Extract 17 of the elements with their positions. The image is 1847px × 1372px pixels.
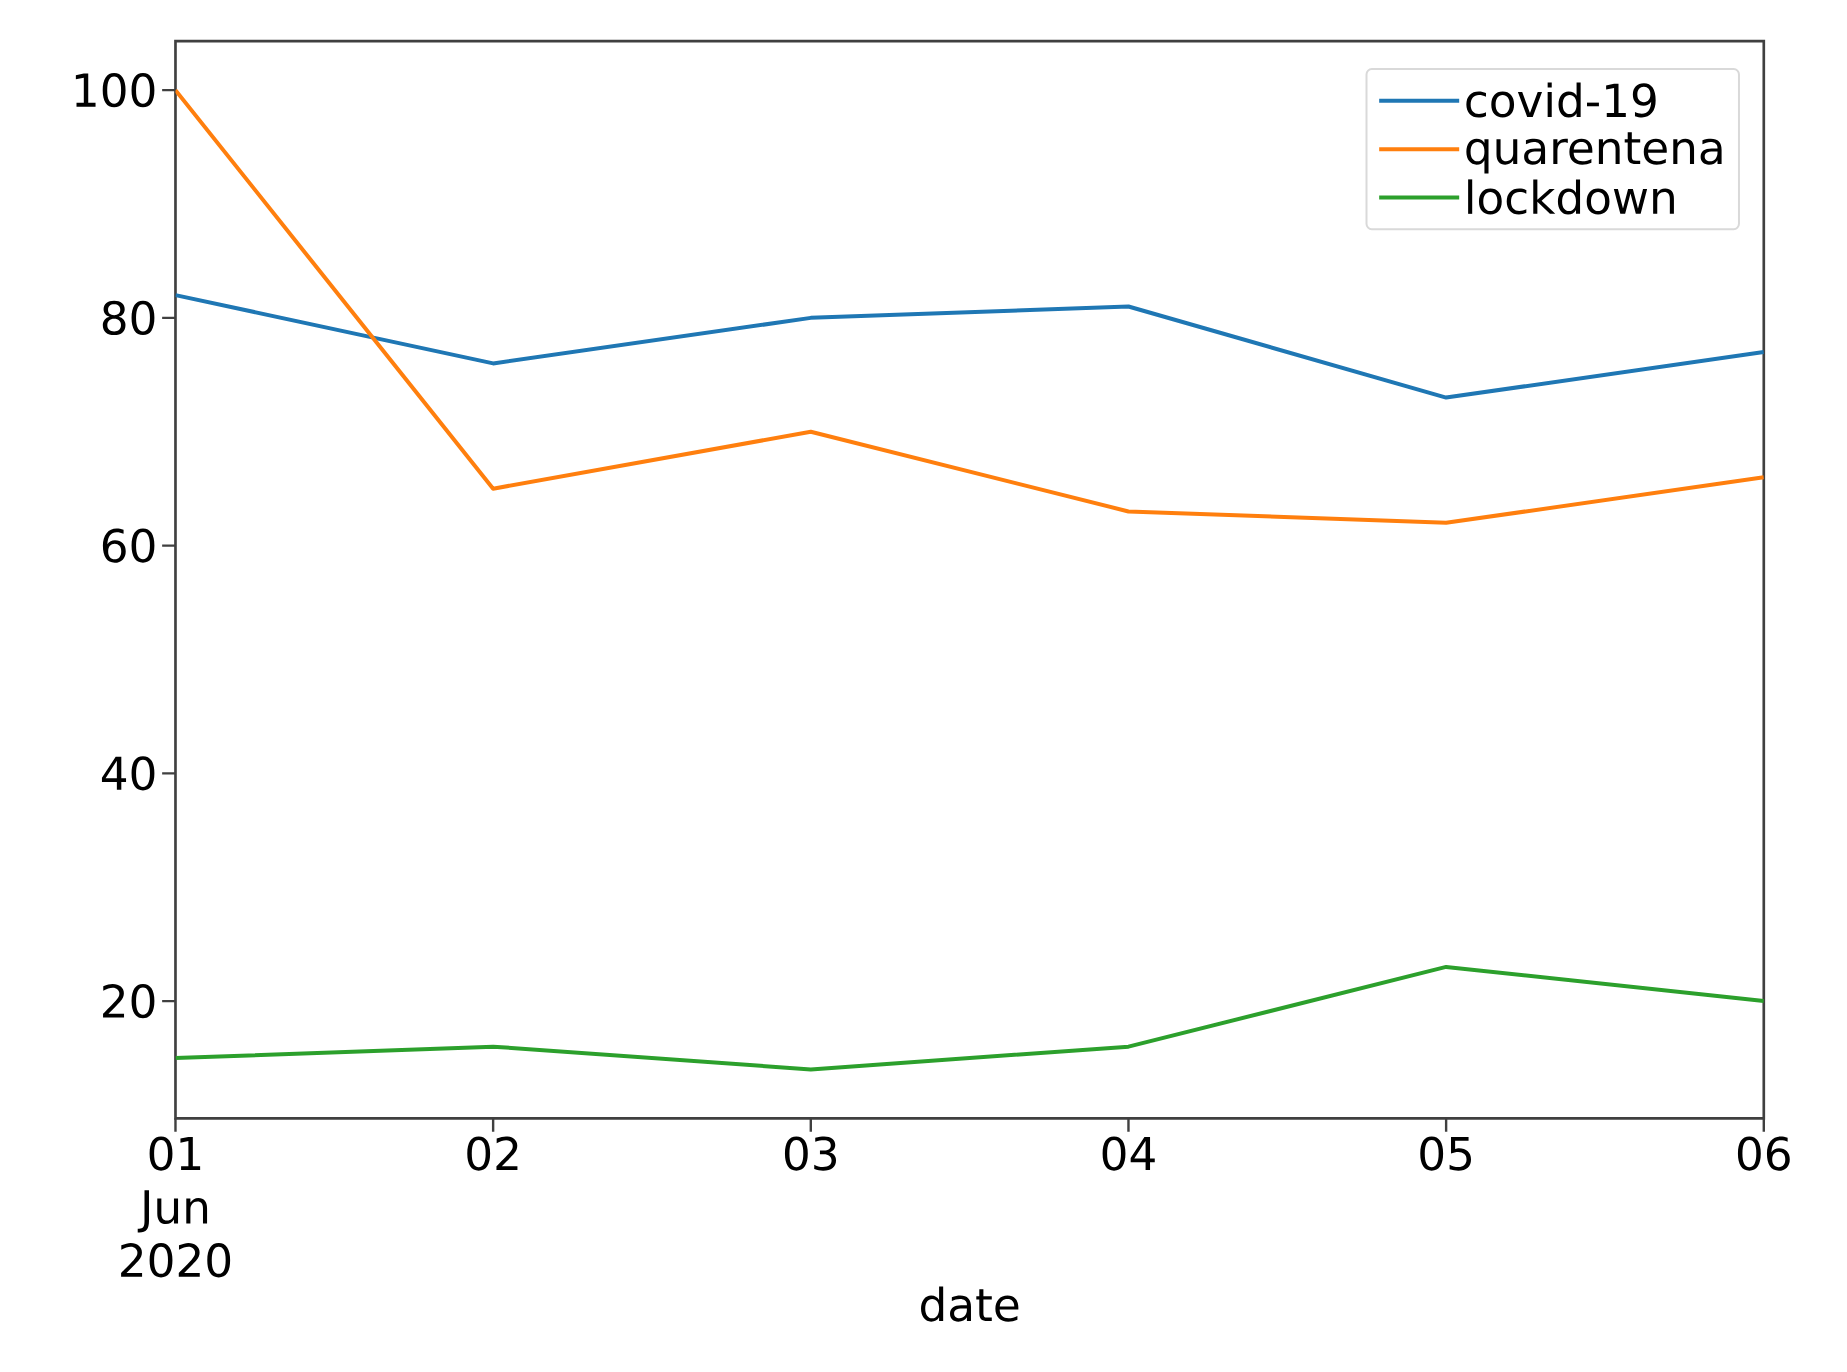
y-tick-label: 100 [75, 72, 155, 108]
line-series [175, 964, 1764, 1072]
x-tick-label: 01 Jun 2020 [121, 1136, 231, 1278]
y-tick-label: 40 [101, 756, 155, 791]
y-tick-label: 80 [102, 300, 155, 335]
legend-label: lockdown [1468, 179, 1674, 215]
legend-label: quarentena [1466, 132, 1722, 174]
x-tick-label: 05 [1420, 1136, 1472, 1171]
x-tick-label: 06 [1737, 1136, 1790, 1171]
legend-label: covid-19 [1466, 82, 1656, 118]
y-tick-label: 60 [102, 528, 155, 563]
line-series [175, 292, 1764, 400]
x-tick-label: 03 [784, 1136, 837, 1171]
y-tick-label: 20 [103, 983, 155, 1019]
x-tick-label: 04 [1102, 1136, 1155, 1171]
x-tick-label: 02 [467, 1136, 518, 1171]
x-axis-title: date [921, 1286, 1019, 1322]
